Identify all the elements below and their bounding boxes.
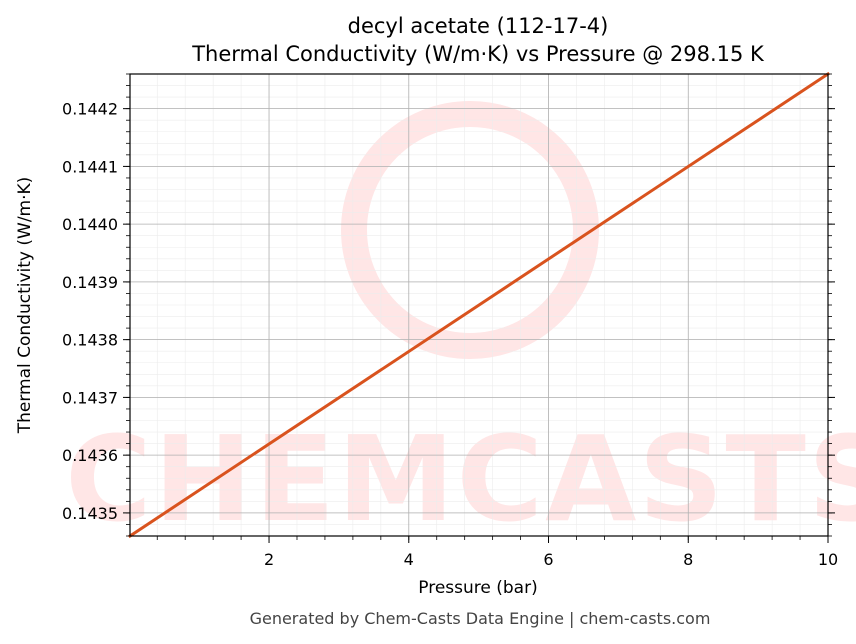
x-axis-label: Pressure (bar) [418, 578, 537, 598]
y-tick-label: 0.1441 [62, 157, 118, 176]
chart-title: decyl acetate (112-17-4) [348, 14, 609, 38]
y-axis-label: Thermal Conductivity (W/m·K) [15, 177, 35, 435]
y-tick-labels: 0.1435 0.1436 0.1437 0.1438 0.1439 0.1440 0.14… [62, 100, 118, 523]
watermark-text: CHEMCASTS [65, 410, 856, 548]
y-tick-label: 0.1439 [62, 273, 118, 292]
x-tick-label: 8 [683, 550, 693, 569]
y-tick-label: 0.1437 [62, 388, 118, 407]
major-grid [130, 74, 829, 536]
ticks [123, 73, 835, 543]
y-tick-label: 0.1440 [62, 215, 118, 234]
chart-subtitle: Thermal Conductivity (W/m·K) vs Pressure… [191, 42, 765, 66]
x-tick-label: 6 [543, 550, 553, 569]
watermark-ring [341, 101, 599, 359]
x-tick-label: 4 [404, 550, 414, 569]
y-tick-label: 0.1435 [62, 504, 118, 523]
footer-credit: Generated by Chem-Casts Data Engine | ch… [250, 609, 711, 628]
x-tick-labels: 2 4 6 8 10 [264, 550, 838, 569]
series-layer [127, 71, 831, 539]
chemcasts-watermark: CHEMCASTS [65, 101, 856, 548]
series-line [127, 71, 831, 539]
y-tick-label: 0.1438 [62, 331, 118, 350]
y-tick-label: 0.1436 [62, 446, 118, 465]
y-tick-label: 0.1442 [62, 100, 118, 119]
x-tick-label: 10 [818, 550, 838, 569]
x-tick-label: 2 [264, 550, 274, 569]
